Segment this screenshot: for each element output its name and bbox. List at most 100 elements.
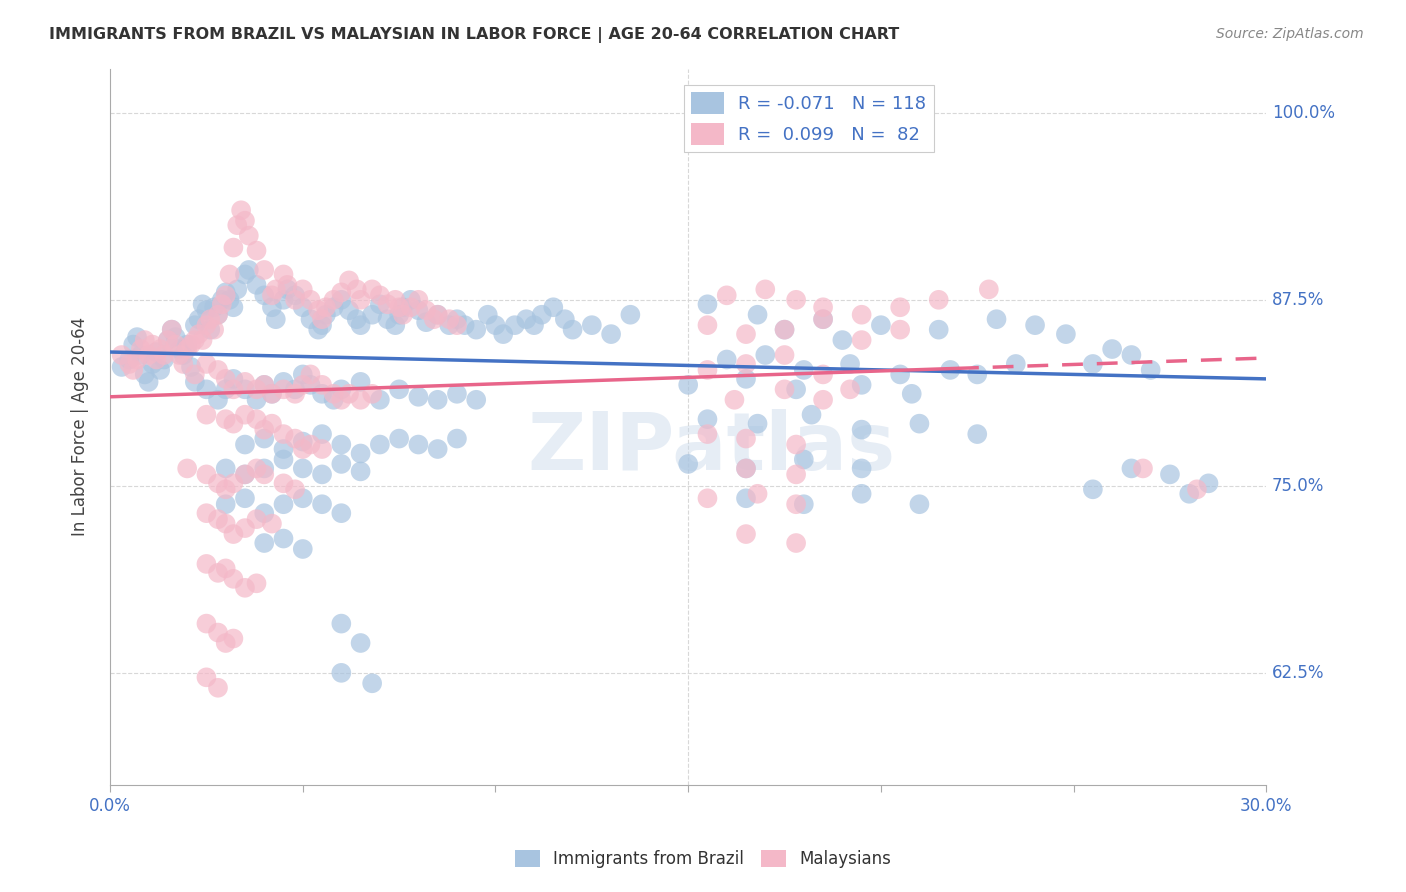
Point [426,308,449,322]
Point [446,312,468,326]
Point [273,375,295,389]
Point [408,437,430,451]
Point [349,392,371,407]
Point [530,308,553,322]
Point [676,457,699,471]
Point [811,300,834,314]
Point [330,285,353,300]
Point [346,282,368,296]
Point [696,412,718,426]
Point [273,532,295,546]
Text: 75.0%: 75.0% [1272,477,1324,495]
Point [149,342,172,356]
Point [315,300,337,314]
Point [415,303,437,318]
Point [215,382,238,396]
Point [202,300,225,314]
Point [696,427,718,442]
Point [377,297,399,311]
Point [311,442,333,456]
Point [226,282,249,296]
Point [129,342,152,356]
Point [315,308,337,322]
Point [245,461,267,475]
Point [785,467,807,482]
Point [465,323,488,337]
Point [218,268,240,282]
Point [696,297,718,311]
Point [184,318,207,333]
Point [202,323,225,337]
Text: 87.5%: 87.5% [1272,291,1324,309]
Point [264,282,287,296]
Text: 62.5%: 62.5% [1272,664,1324,681]
Point [245,382,267,396]
Point [415,315,437,329]
Point [747,308,769,322]
Point [160,323,183,337]
Point [330,506,353,520]
Point [399,300,422,314]
Point [291,442,314,456]
Point [330,392,353,407]
Point [773,348,796,362]
Point [200,312,222,326]
Point [122,363,145,377]
Point [273,452,295,467]
Point [245,244,267,258]
Point [215,372,238,386]
Point [238,263,260,277]
Point [337,386,360,401]
Point [696,318,718,333]
Point [723,392,745,407]
Point [561,323,583,337]
Point [377,312,399,326]
Point [195,303,218,318]
Point [785,536,807,550]
Point [138,348,160,362]
Point [222,572,245,586]
Point [253,263,276,277]
Point [245,392,267,407]
Point [276,277,298,292]
Point [253,377,276,392]
Point [1132,461,1154,475]
Point [184,333,207,347]
Point [284,293,307,307]
Point [215,636,238,650]
Point [233,408,256,422]
Point [311,497,333,511]
Point [264,312,287,326]
Point [851,423,873,437]
Point [773,382,796,396]
Point [1159,467,1181,482]
Point [299,368,322,382]
Point [793,363,815,377]
Point [446,386,468,401]
Point [165,330,187,344]
Point [322,293,344,307]
Point [222,382,245,396]
Point [260,288,283,302]
Point [125,330,148,344]
Point [253,506,276,520]
Point [176,461,198,475]
Point [754,348,776,362]
Point [156,333,179,347]
Point [176,342,198,356]
Point [291,461,314,475]
Point [260,516,283,531]
Point [735,491,758,506]
Point [191,333,214,347]
Point [226,218,249,232]
Point [851,377,873,392]
Point [543,300,565,314]
Point [392,300,415,314]
Point [773,323,796,337]
Point [195,557,218,571]
Point [253,461,276,475]
Point [311,427,333,442]
Point [696,491,718,506]
Point [337,303,360,318]
Point [908,497,931,511]
